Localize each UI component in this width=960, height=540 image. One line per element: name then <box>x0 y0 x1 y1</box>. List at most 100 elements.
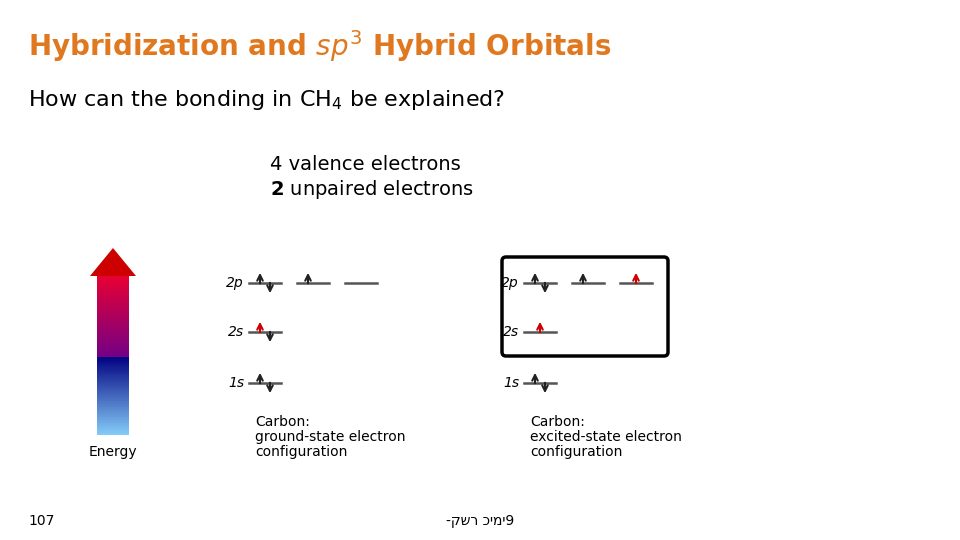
Text: configuration: configuration <box>255 445 348 459</box>
Bar <box>97 363 129 366</box>
Bar <box>97 360 129 361</box>
Bar <box>97 276 129 278</box>
Bar <box>97 320 129 322</box>
Bar <box>97 413 129 415</box>
Text: Carbon:: Carbon: <box>530 415 585 429</box>
Bar <box>97 355 129 357</box>
Bar <box>97 379 129 381</box>
Bar <box>97 340 129 342</box>
Bar <box>97 300 129 302</box>
Bar <box>97 411 129 413</box>
Bar <box>97 431 129 433</box>
Bar <box>97 294 129 296</box>
Text: 1s: 1s <box>503 376 519 390</box>
Bar <box>97 389 129 392</box>
Bar <box>97 421 129 423</box>
Text: excited-state electron: excited-state electron <box>530 430 682 444</box>
Bar <box>97 308 129 310</box>
Bar <box>97 399 129 401</box>
Bar <box>97 332 129 334</box>
Text: 2s: 2s <box>503 325 519 339</box>
Text: 107: 107 <box>28 514 55 528</box>
Bar <box>97 427 129 429</box>
Bar <box>97 284 129 286</box>
Text: configuration: configuration <box>530 445 622 459</box>
Bar <box>97 328 129 329</box>
Bar <box>97 348 129 349</box>
Bar <box>97 338 129 340</box>
Bar <box>97 352 129 354</box>
Bar <box>97 377 129 379</box>
Bar <box>97 369 129 372</box>
Bar <box>97 405 129 407</box>
Bar <box>97 349 129 352</box>
Bar <box>97 304 129 306</box>
Bar <box>97 343 129 346</box>
Bar <box>97 312 129 314</box>
Bar <box>97 278 129 280</box>
FancyBboxPatch shape <box>502 257 668 356</box>
Bar <box>97 296 129 298</box>
Bar <box>97 366 129 367</box>
Bar <box>97 415 129 417</box>
Text: 4 valence electrons: 4 valence electrons <box>270 155 461 174</box>
Bar <box>97 286 129 288</box>
Bar <box>97 433 129 435</box>
Bar <box>97 280 129 282</box>
Text: Carbon:: Carbon: <box>255 415 310 429</box>
Text: 2s: 2s <box>228 325 244 339</box>
Text: ground-state electron: ground-state electron <box>255 430 405 444</box>
Bar <box>97 298 129 300</box>
Bar <box>97 373 129 375</box>
Bar <box>97 318 129 320</box>
Bar <box>97 401 129 403</box>
Text: 1s: 1s <box>228 376 244 390</box>
Bar <box>97 367 129 369</box>
Bar <box>97 306 129 308</box>
Bar <box>97 372 129 373</box>
Bar <box>97 323 129 326</box>
Bar <box>97 334 129 336</box>
Bar <box>97 403 129 405</box>
Bar <box>97 395 129 397</box>
Bar <box>97 290 129 292</box>
Bar <box>97 292 129 294</box>
Bar <box>97 417 129 419</box>
Bar <box>97 326 129 328</box>
Bar <box>97 329 129 332</box>
Bar <box>97 357 129 360</box>
Bar <box>97 397 129 399</box>
Text: How can the bonding in CH$_4$ be explained?: How can the bonding in CH$_4$ be explain… <box>28 88 505 112</box>
Bar <box>97 392 129 393</box>
Bar <box>97 302 129 304</box>
Text: $\mathbf{2}$ unpaired electrons: $\mathbf{2}$ unpaired electrons <box>270 178 474 201</box>
Bar <box>97 314 129 316</box>
Bar <box>97 316 129 318</box>
Bar <box>97 423 129 425</box>
Bar <box>97 381 129 383</box>
Bar <box>97 322 129 323</box>
Polygon shape <box>90 248 136 276</box>
Text: -קשר כימי9: -קשר כימי9 <box>445 514 515 528</box>
Bar <box>97 342 129 343</box>
Bar <box>97 346 129 348</box>
Text: 2p: 2p <box>227 276 244 290</box>
Bar <box>97 282 129 284</box>
Bar <box>97 310 129 312</box>
Bar <box>97 288 129 290</box>
Bar <box>97 386 129 387</box>
Bar <box>97 387 129 389</box>
Text: Hybridization and $\mathit{sp}^3$ Hybrid Orbitals: Hybridization and $\mathit{sp}^3$ Hybrid… <box>28 28 612 64</box>
Bar <box>97 407 129 409</box>
Bar <box>97 354 129 355</box>
Text: Energy: Energy <box>88 445 137 459</box>
Bar <box>97 336 129 338</box>
Bar <box>97 383 129 386</box>
Bar <box>97 419 129 421</box>
Bar <box>97 375 129 377</box>
Bar <box>97 429 129 431</box>
Bar <box>97 361 129 363</box>
Bar <box>97 409 129 411</box>
Text: 2p: 2p <box>501 276 519 290</box>
Bar <box>97 393 129 395</box>
